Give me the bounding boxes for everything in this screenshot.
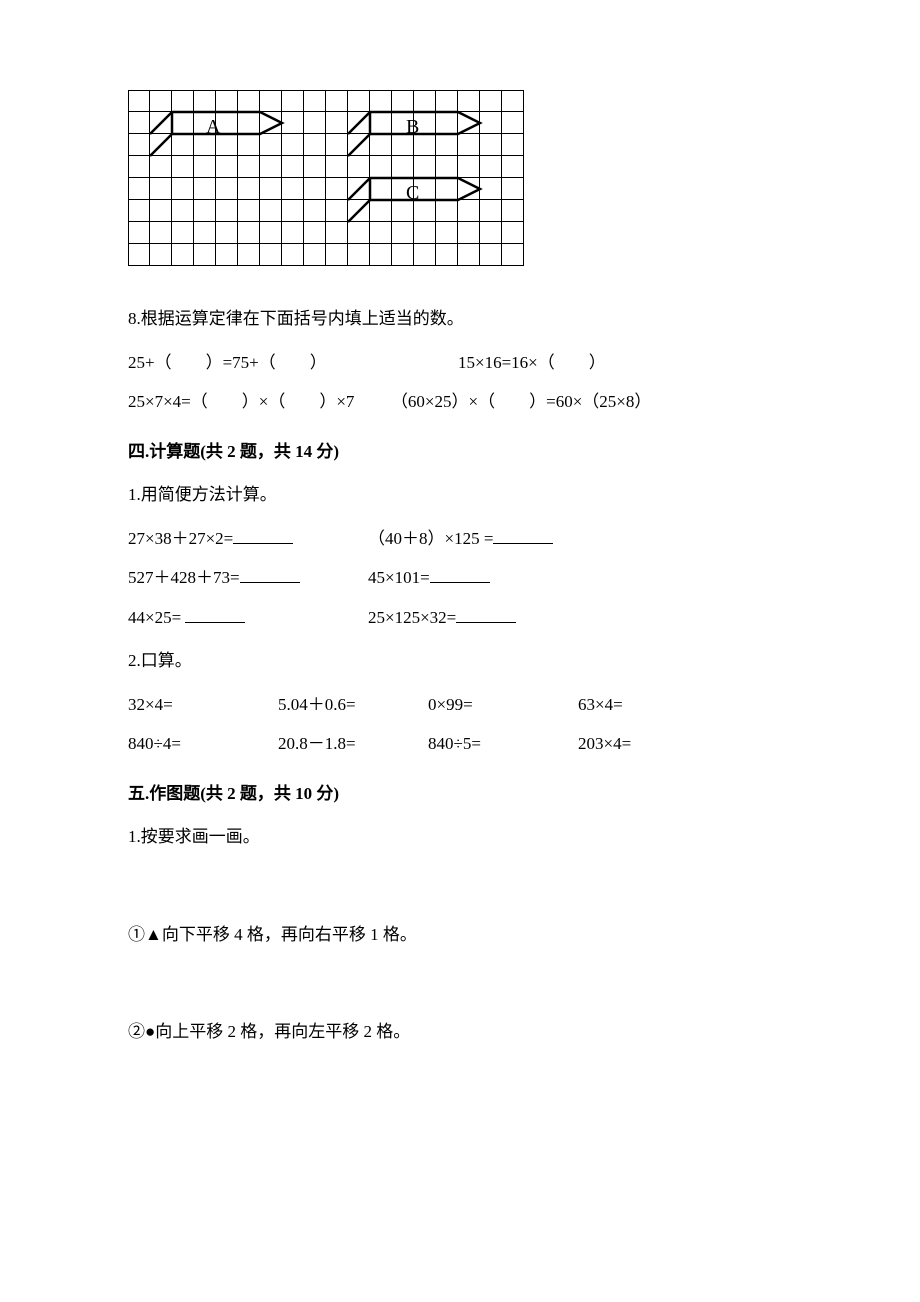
s4-r2a: 527＋428＋73= bbox=[128, 568, 240, 587]
s5-l1: ①▲向下平移 4 格，再向右平移 1 格。 bbox=[128, 922, 792, 948]
s4-m2a: 840÷4= bbox=[128, 731, 278, 757]
s4-q2: 2.口算。 bbox=[128, 648, 792, 674]
s5-q1: 1.按要求画一画。 bbox=[128, 824, 792, 850]
s5-l2: ②●向上平移 2 格，再向左平移 2 格。 bbox=[128, 1019, 792, 1045]
s4-r3: 44×25= 25×125×32= bbox=[128, 605, 792, 631]
s4-r3b: 25×125×32= bbox=[368, 608, 456, 627]
section5-head: 五.作图题(共 2 题，共 10 分) bbox=[128, 781, 792, 807]
blank bbox=[493, 526, 553, 544]
blank bbox=[240, 565, 300, 583]
s4-m2c: 840÷5= bbox=[428, 731, 578, 757]
s4-r1a: 27×38＋27×2= bbox=[128, 529, 233, 548]
q8-row1: 25+（ ）=75+（ ） 15×16=16×（ ） bbox=[128, 350, 792, 376]
blank bbox=[430, 565, 490, 583]
s4-m2: 840÷4= 20.8－1.8= 840÷5= 203×4= bbox=[128, 731, 792, 757]
q8-row2: 25×7×4=（ ）×（ ）×7 （60×25）×（ ）=60×（25×8） bbox=[128, 389, 792, 415]
s4-m1a: 32×4= bbox=[128, 692, 278, 718]
translation-diagram: A B C bbox=[128, 90, 792, 266]
q8-r2-left: 25×7×4=（ ）×（ ）×7 bbox=[128, 392, 354, 411]
blank bbox=[233, 526, 293, 544]
q8-r2-right: （60×25）×（ ）=60×（25×8） bbox=[391, 392, 651, 411]
s4-r2: 527＋428＋73= 45×101= bbox=[128, 565, 792, 591]
s4-m1: 32×4= 5.04＋0.6= 0×99= 63×4= bbox=[128, 692, 792, 718]
s4-m1b: 5.04＋0.6= bbox=[278, 692, 428, 718]
section4-head: 四.计算题(共 2 题，共 14 分) bbox=[128, 439, 792, 465]
blank bbox=[456, 605, 516, 623]
s4-r1b: （40＋8）×125 = bbox=[368, 529, 493, 548]
s4-m1c: 0×99= bbox=[428, 692, 578, 718]
arrow-c-label: C bbox=[406, 178, 419, 208]
q8-prompt: 8.根据运算定律在下面括号内填上适当的数。 bbox=[128, 306, 792, 332]
q8-r1-left: 25+（ ）=75+（ ） bbox=[128, 350, 458, 376]
s4-q1: 1.用简便方法计算。 bbox=[128, 482, 792, 508]
s4-r3a: 44×25= bbox=[128, 608, 181, 627]
s4-m2d: 203×4= bbox=[578, 731, 631, 757]
s4-m2b: 20.8－1.8= bbox=[278, 731, 428, 757]
arrow-c bbox=[128, 90, 524, 266]
grid: A B C bbox=[128, 90, 524, 266]
q8-r1-right: 15×16=16×（ ） bbox=[458, 350, 606, 376]
s4-m1d: 63×4= bbox=[578, 692, 623, 718]
s4-r2b: 45×101= bbox=[368, 568, 430, 587]
blank bbox=[185, 605, 245, 623]
s4-r1: 27×38＋27×2= （40＋8）×125 = bbox=[128, 526, 792, 552]
